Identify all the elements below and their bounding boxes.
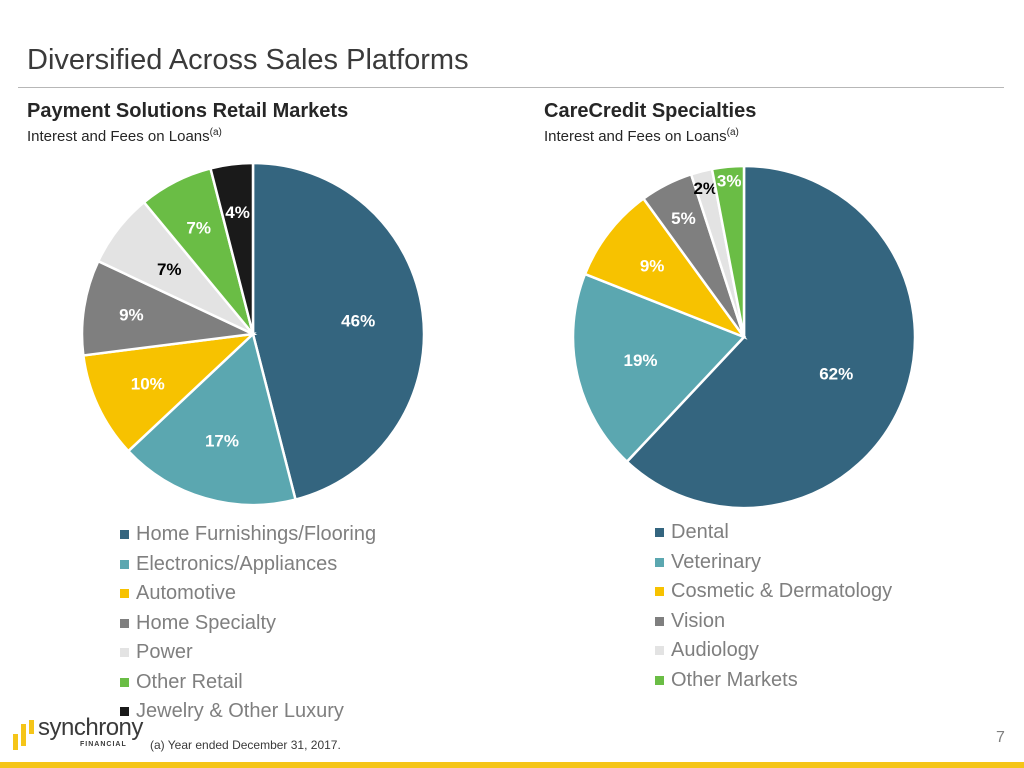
footnote: (a) Year ended December 31, 2017. <box>150 738 341 752</box>
legend-item: Power <box>120 638 376 668</box>
legend-item: Dental <box>655 518 892 548</box>
title-divider <box>18 87 1004 88</box>
legend-swatch <box>655 557 664 567</box>
right-chart-heading: CareCredit Specialties <box>544 100 757 122</box>
pie-slice-dental <box>625 164 917 510</box>
data-label: 5% <box>671 209 696 228</box>
legend-swatch <box>120 648 129 658</box>
pie-slice-jewelry-other-luxury <box>208 161 255 335</box>
legend-label: Power <box>136 641 193 664</box>
logo-bars-icon <box>13 720 34 750</box>
legend-swatch <box>655 646 664 656</box>
legend-item: Jewelry & Other Luxury <box>120 697 376 727</box>
legend-label: Jewelry & Other Luxury <box>136 700 344 723</box>
legend-swatch <box>655 616 664 626</box>
legend-label: Audiology <box>671 639 759 662</box>
legend-label: Veterinary <box>671 550 762 573</box>
synchrony-logo: synchrony FINANCIAL <box>12 714 143 756</box>
legend-item: Veterinary <box>655 548 892 578</box>
legend-swatch <box>655 528 664 538</box>
data-label: 10% <box>131 375 165 394</box>
data-label: 19% <box>624 351 658 370</box>
pie-slice-other-markets <box>710 164 746 338</box>
data-label: 9% <box>640 257 665 276</box>
pie-slice-electronics-appliances <box>126 331 298 507</box>
legend-label: Vision <box>671 609 726 632</box>
data-label: 7% <box>186 218 211 237</box>
legend-swatch <box>120 530 129 540</box>
left-footnote-ref: (a) <box>209 127 222 138</box>
legend-item: Electronics/Appliances <box>120 550 376 580</box>
slide-title: Diversified Across Sales Platforms <box>27 44 469 76</box>
legend-swatch <box>120 559 129 569</box>
data-label: 2% <box>693 179 718 198</box>
left-subheading-text: Interest and Fees on Loans <box>27 128 210 145</box>
legend-item: Automotive <box>120 579 376 609</box>
legend-label: Other Markets <box>671 668 798 691</box>
legend-item: Cosmetic & Dermatology <box>655 577 892 607</box>
right-footnote-ref: (a) <box>726 127 739 138</box>
left-chart-subheading: Interest and Fees on Loans(a) <box>27 127 222 145</box>
pie-slice-automotive <box>81 332 257 453</box>
data-label: 7% <box>157 260 182 279</box>
right-subheading-text: Interest and Fees on Loans <box>544 128 727 145</box>
legend-carecredit: Dental Veterinary Cosmetic & Dermatology Vi… <box>655 518 892 695</box>
legend-item: Other Markets <box>655 666 892 696</box>
data-label: 4% <box>225 203 250 222</box>
pie-slice-home-furnishings-flooring <box>251 161 426 502</box>
legend-item: Vision <box>655 607 892 637</box>
legend-label: Cosmetic & Dermatology <box>671 580 893 603</box>
data-label: 62% <box>819 365 853 384</box>
legend-item: Home Specialty <box>120 609 376 639</box>
pie-chart-carecredit: 62% 19% 9% 5% 2%3% <box>571 164 917 510</box>
left-chart-heading: Payment Solutions Retail Markets <box>27 100 349 122</box>
accent-bar <box>0 762 1024 768</box>
data-label: 17% <box>205 432 239 451</box>
legend-label: Other Retail <box>136 670 243 693</box>
data-label: 46% <box>341 312 375 331</box>
legend-swatch <box>655 587 664 597</box>
legend-swatch <box>120 677 129 687</box>
logo-wordmark: synchrony <box>38 714 143 741</box>
legend-item: Other Retail <box>120 668 376 698</box>
legend-swatch <box>655 675 664 685</box>
legend-label: Home Specialty <box>136 611 277 634</box>
page-number: 7 <box>996 729 1005 746</box>
legend-swatch <box>120 618 129 628</box>
data-label: 3% <box>717 171 742 190</box>
right-chart-subheading: Interest and Fees on Loans(a) <box>544 127 739 145</box>
legend-label: Dental <box>671 521 729 544</box>
logo-subtitle: FINANCIAL <box>80 741 127 748</box>
legend-item: Audiology <box>655 636 892 666</box>
legend-label: Automotive <box>136 582 237 605</box>
pie-chart-retail: 46% 17% 10% 9% 7% 7% 4% <box>80 161 426 507</box>
legend-label: Electronics/Appliances <box>136 552 338 575</box>
legend-swatch <box>120 589 129 599</box>
legend-label: Home Furnishings/Flooring <box>136 523 377 546</box>
legend-retail: Home Furnishings/Flooring Electronics/App… <box>120 520 376 727</box>
legend-swatch <box>120 707 129 717</box>
legend-item: Home Furnishings/Flooring <box>120 520 376 550</box>
pie-slice-cosmetic-dermatology <box>583 196 748 340</box>
pie-slice-home-specialty <box>80 259 258 357</box>
data-label: 9% <box>119 306 144 325</box>
